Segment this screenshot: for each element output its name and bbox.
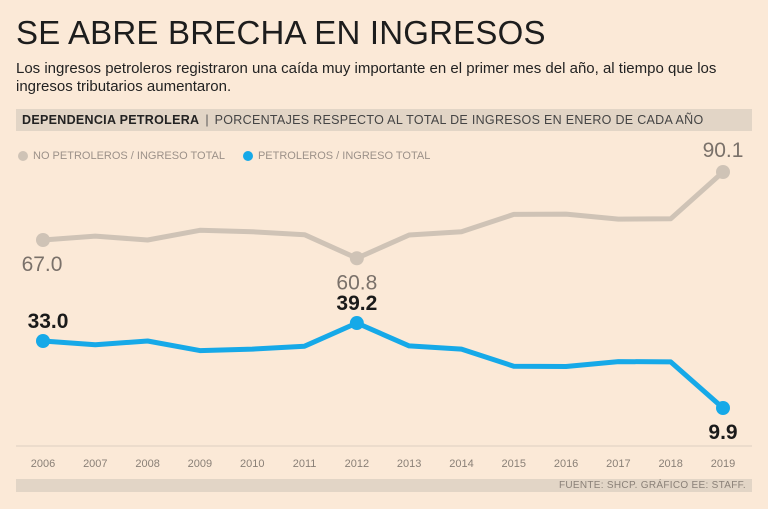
legend-item-no-petroleros: NO PETROLEROS / INGRESO TOTAL [18, 150, 225, 162]
highlight-point [36, 233, 50, 247]
subtitle: Los ingresos petroleros registraron una … [16, 60, 717, 95]
x-tick-label: 2018 [658, 458, 682, 470]
x-tick-label: 2012 [345, 458, 369, 470]
data-labels: 67.0 60.8 90.1 33.0 39.2 9.9 [22, 139, 744, 444]
highlight-point [349, 316, 364, 331]
highlight-point [36, 334, 50, 348]
x-tick-label: 2009 [188, 458, 212, 470]
legend: NO PETROLEROS / INGRESO TOTAL PETROLEROS… [18, 150, 448, 162]
x-tick-label: 2015 [502, 458, 526, 470]
x-tick-label: 2017 [606, 458, 630, 470]
headline: SE ABRE BRECHA EN INGRESOS [16, 14, 546, 51]
series-line-petroleros [40, 320, 726, 411]
x-tick-label: 2014 [449, 458, 473, 470]
legend-label-no-petroleros: NO PETROLEROS / INGRESO TOTAL [33, 150, 225, 162]
highlight-point [716, 401, 730, 415]
data-label: 9.9 [708, 421, 737, 444]
x-tick-label: 2010 [240, 458, 264, 470]
chart-unit-label: PORCENTAJES RESPECTO AL TOTAL DE INGRESO… [214, 113, 704, 127]
chart-header-band: DEPENDENCIA PETROLERA | PORCENTAJES RESP… [16, 109, 752, 131]
x-axis-ticks: 2006 2007 2008 2009 2010 2011 2012 2013 2014 2015… [31, 458, 735, 470]
band-separator: | [205, 113, 209, 127]
data-label: 90.1 [703, 139, 744, 162]
series-group [36, 165, 730, 415]
highlight-point [716, 165, 730, 179]
x-tick-label: 2019 [711, 458, 735, 470]
x-tick-label: 2006 [31, 458, 55, 470]
x-tick-label: 2007 [83, 458, 107, 470]
chart-title: DEPENDENCIA PETROLERA [22, 113, 200, 127]
legend-dot-grey-icon [18, 151, 28, 161]
data-label: 33.0 [28, 310, 69, 333]
data-label: 39.2 [336, 292, 377, 315]
legend-dot-blue-icon [242, 151, 253, 161]
legend-label-petroleros: PETROLEROS / INGRESO TOTAL [257, 150, 431, 162]
source-note: FUENTE: SHCP. GRÁFICO EE: STAFF. [16, 479, 752, 492]
series-line-no-petroleros [40, 169, 726, 261]
highlight-point [349, 251, 364, 266]
x-tick-label: 2013 [397, 458, 421, 470]
legend-item-petroleros: PETROLEROS / INGRESO TOTAL [242, 150, 431, 162]
x-tick-label: 2008 [135, 458, 159, 470]
data-label: 67.0 [22, 253, 63, 276]
data-label: 60.8 [336, 271, 377, 294]
x-tick-label: 2011 [293, 458, 317, 470]
x-tick-label: 2016 [554, 458, 578, 470]
